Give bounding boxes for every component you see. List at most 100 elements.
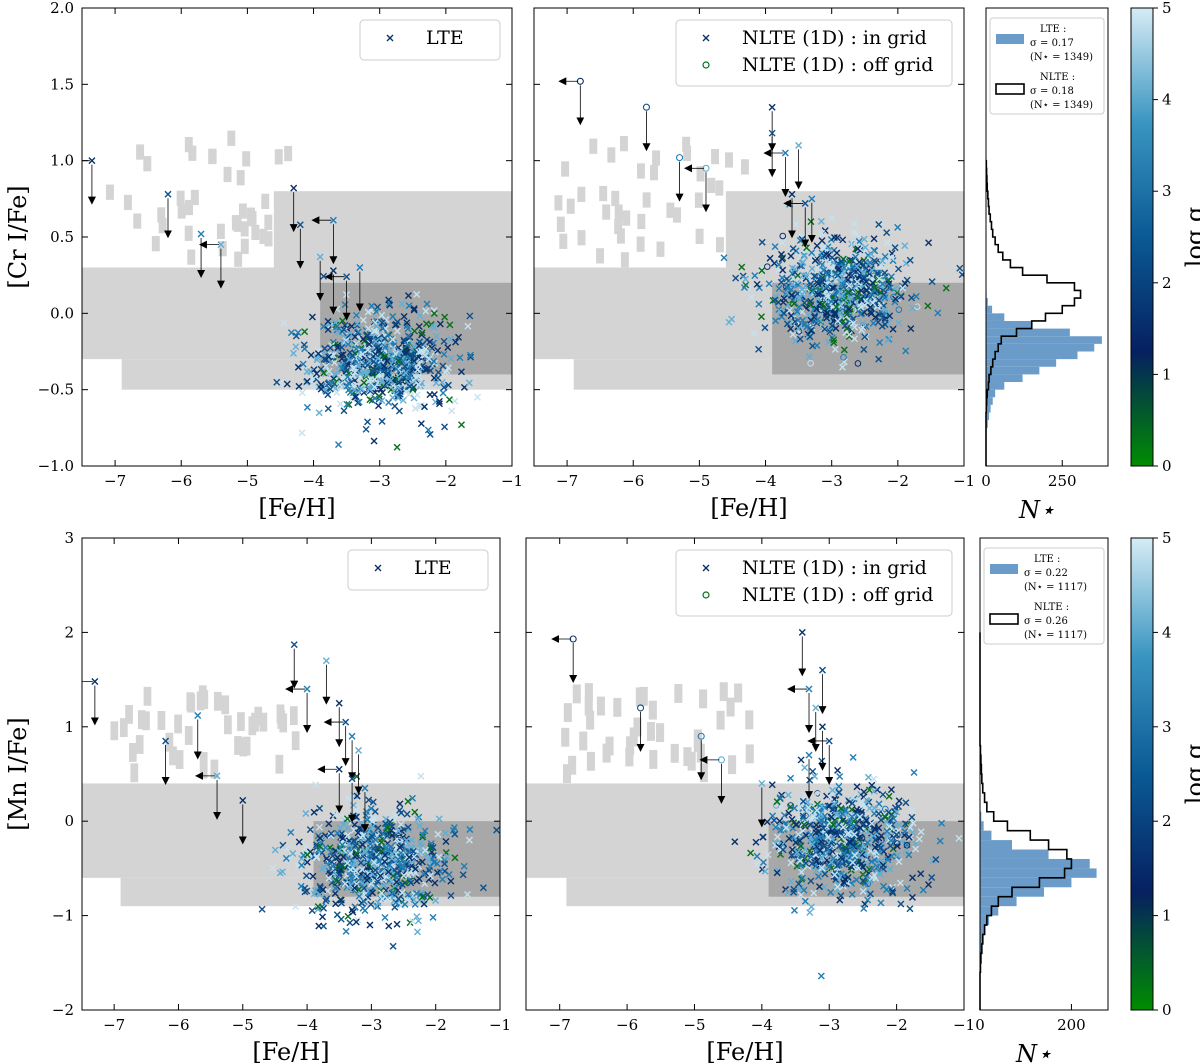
- data-point: [384, 868, 392, 876]
- data-point: [338, 841, 346, 849]
- data-point: [770, 816, 778, 824]
- data-point: [426, 430, 434, 438]
- data-point: [800, 886, 808, 894]
- data-point: [832, 324, 840, 332]
- data-point: [866, 259, 874, 267]
- data-point: [761, 867, 769, 875]
- upper-limit-marker: [239, 796, 247, 804]
- data-point: [358, 866, 366, 874]
- data-point: [381, 851, 389, 859]
- data-point: [869, 299, 877, 307]
- data-point: [759, 833, 767, 841]
- data-point: [801, 897, 809, 905]
- data-point: [905, 833, 913, 841]
- data-point: [448, 407, 456, 415]
- data-point: [378, 324, 386, 332]
- data-point: [813, 857, 821, 865]
- data-point: [807, 280, 815, 288]
- data-point: [302, 809, 310, 817]
- data-point: [361, 848, 369, 856]
- hist-bar-lte: [986, 397, 993, 405]
- data-point: [332, 884, 340, 892]
- data-point: [885, 284, 893, 292]
- legend-marker-x: [702, 564, 710, 572]
- data-point: [336, 381, 344, 389]
- data-point: [800, 821, 808, 829]
- data-point: [820, 824, 827, 832]
- data-point: [907, 325, 915, 333]
- data-point: [824, 833, 832, 841]
- x-tick-label: −1: [953, 472, 975, 490]
- upper-limit-marker: [758, 779, 766, 787]
- y-tick-label: 0.5: [50, 228, 74, 246]
- data-point: [393, 443, 401, 451]
- hist-bar-lte: [986, 298, 988, 306]
- data-point: [910, 769, 918, 777]
- data-point: [404, 896, 412, 904]
- mn-nlte-xlabel: [Fe/H]: [706, 1038, 783, 1064]
- data-point: [303, 403, 311, 411]
- data-point: [807, 218, 815, 226]
- data-point: [298, 389, 306, 397]
- mn-colorbar-label: log g: [1181, 744, 1200, 804]
- data-point: [313, 853, 321, 861]
- legend-box: [347, 549, 489, 591]
- x-tick-label: −5: [683, 1016, 705, 1034]
- data-point: [819, 300, 827, 308]
- x-tick-label: −5: [236, 472, 258, 490]
- data-point: [383, 824, 391, 832]
- data-point: [798, 288, 806, 296]
- data-point: [369, 817, 377, 825]
- data-point: [340, 880, 348, 888]
- upper-limit-marker: [342, 718, 350, 726]
- data-point: [848, 890, 856, 898]
- data-point: [431, 858, 439, 866]
- colorbar-tick-label: 1: [1162, 365, 1172, 383]
- data-point: [875, 220, 883, 228]
- data-point: [388, 855, 396, 863]
- data-point: [459, 871, 467, 879]
- data-point: [463, 891, 471, 899]
- data-point: [830, 800, 838, 808]
- data-point: [398, 881, 406, 889]
- upper-limit-marker: [290, 641, 298, 649]
- data-point: [903, 842, 911, 849]
- data-point: [868, 781, 876, 789]
- data-point: [758, 267, 766, 275]
- data-point: [405, 853, 413, 861]
- data-point: [301, 345, 309, 353]
- data-point: [381, 913, 389, 921]
- data-point: [378, 319, 386, 327]
- data-point: [344, 373, 352, 381]
- data-point: [410, 305, 418, 313]
- data-point: [466, 826, 474, 834]
- data-point: [411, 808, 419, 816]
- data-point: [908, 294, 916, 302]
- data-point: [782, 290, 790, 298]
- data-point: [442, 837, 450, 845]
- data-point: [790, 804, 798, 812]
- data-point: [884, 808, 892, 816]
- data-point: [387, 856, 395, 864]
- data-point: [420, 403, 428, 411]
- data-point: [418, 331, 426, 339]
- data-point: [400, 336, 408, 344]
- data-point: [368, 302, 376, 310]
- data-point: [806, 291, 814, 299]
- data-point: [752, 838, 760, 846]
- data-point: [387, 377, 395, 385]
- data-point: [828, 835, 836, 843]
- data-point: [858, 797, 866, 805]
- data-point: [850, 240, 858, 247]
- data-point: [830, 336, 838, 344]
- cr-lte-legend: LTE: [359, 19, 501, 61]
- data-point: [421, 827, 429, 835]
- data-point: [829, 786, 836, 794]
- data-point: [411, 404, 419, 412]
- data-point: [826, 819, 834, 827]
- data-point: [778, 840, 786, 848]
- data-point: [426, 338, 434, 346]
- data-point: [790, 888, 798, 896]
- data-point: [374, 354, 382, 362]
- data-point: [889, 257, 897, 265]
